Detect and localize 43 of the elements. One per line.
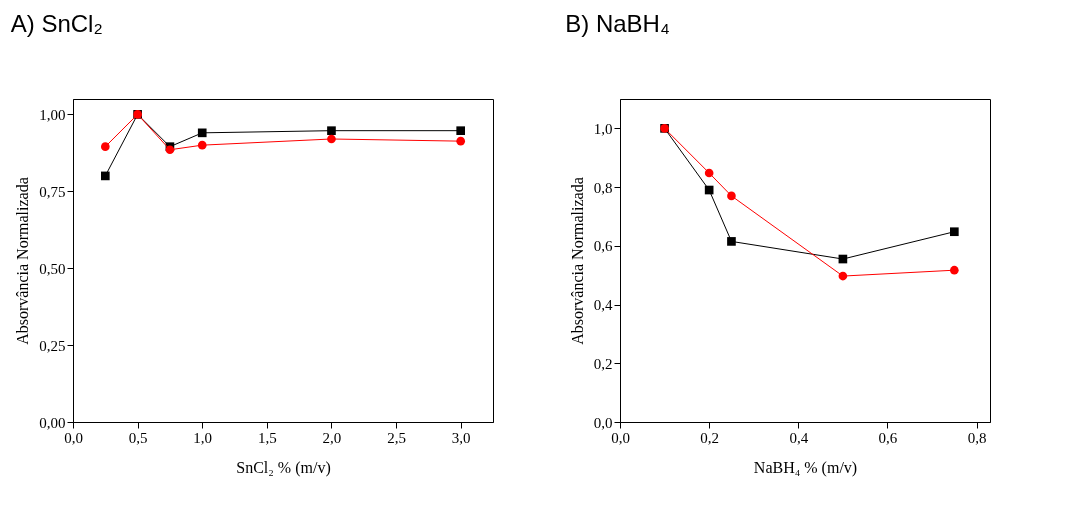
y-tick-label: 0,75 [39, 183, 66, 200]
point [327, 134, 336, 144]
point [950, 227, 959, 237]
x-tick-label: 3,0 [451, 429, 471, 446]
x-tick-label: 2,5 [387, 429, 406, 446]
x-tick-label: 0,4 [789, 429, 809, 446]
x-tick-label: 0,0 [64, 429, 83, 446]
x-tick-label: 1,0 [193, 429, 213, 446]
y-axis-title: Absorvância Normalizada [568, 177, 586, 345]
y-tick-label: 0,8 [593, 179, 613, 196]
x-tick-label: 0,6 [878, 429, 898, 446]
x-tick-label: 0,5 [128, 429, 148, 446]
point [197, 140, 207, 150]
point [100, 171, 110, 181]
x-tick-label: 0,8 [967, 429, 987, 446]
y-tick-label: 0,50 [39, 260, 66, 277]
x-axis-title: SnCl₂ % (m/v) [236, 458, 331, 477]
point [456, 126, 466, 136]
y-tick-label: 0,6 [593, 238, 613, 255]
y-tick-label: 0,4 [593, 297, 613, 314]
y-tick-label: 1,0 [593, 120, 613, 137]
y-tick-label: 1,00 [39, 106, 66, 123]
x-tick-label: 2,0 [322, 429, 342, 446]
y-tick-label: 0,25 [39, 337, 66, 354]
x-tick-label: 1,5 [257, 429, 277, 446]
point [727, 237, 736, 246]
point [456, 136, 466, 146]
y-axis-title: Absorvância Normalizada [14, 177, 32, 345]
point [704, 168, 714, 178]
x-axis-title: NaBH₄ % (m/v) [753, 458, 858, 477]
x-tick-label: 0,0 [611, 429, 630, 446]
chart-title: A) SnCl₂ [10, 10, 103, 37]
y-tick-label: 0,0 [593, 414, 613, 431]
point [327, 126, 336, 136]
y-tick-label: 0,00 [39, 414, 66, 431]
x-tick-label: 0,2 [700, 429, 720, 446]
y-tick-label: 0,2 [593, 355, 613, 372]
point [950, 265, 959, 275]
point [727, 191, 736, 201]
point [838, 271, 848, 281]
point [197, 128, 207, 138]
point [100, 142, 110, 151]
chart-title: B) NaBH₄ [565, 10, 670, 37]
